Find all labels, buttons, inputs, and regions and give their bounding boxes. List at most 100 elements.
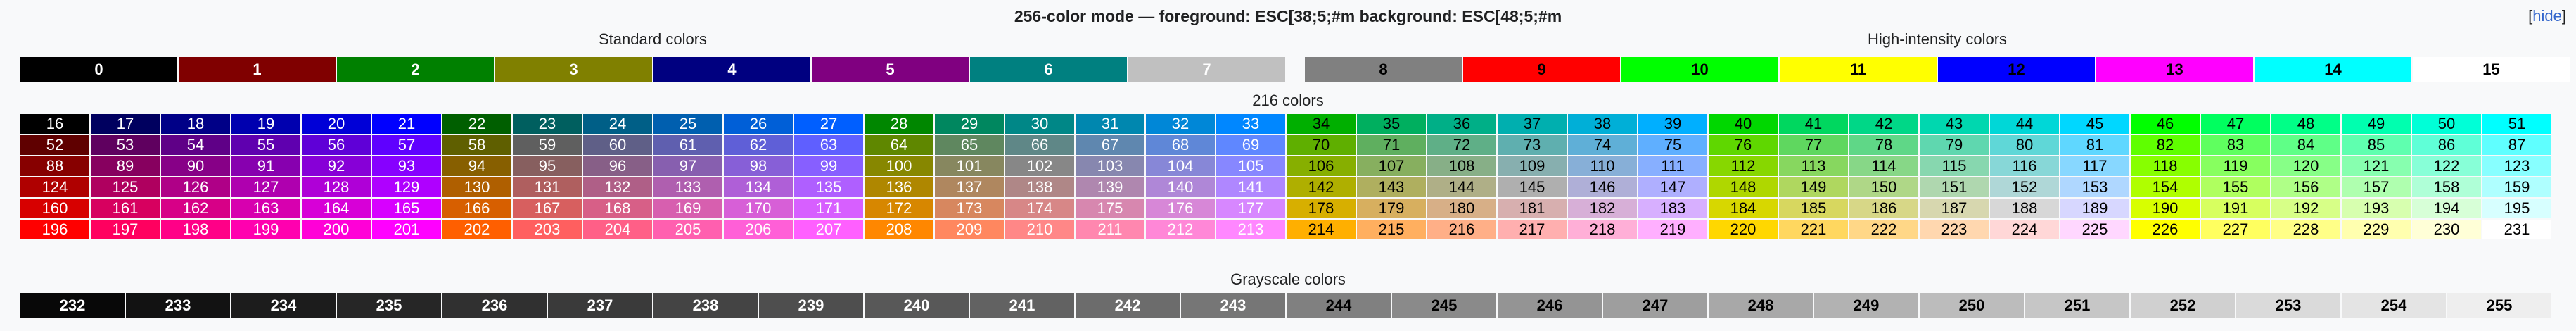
color-swatch-19: 19 — [231, 113, 301, 135]
grayscale-heading: Grayscale colors — [1230, 270, 1346, 288]
color-swatch-93: 93 — [371, 156, 442, 177]
color-swatch-179: 179 — [1356, 198, 1427, 219]
color-swatch-212: 212 — [1145, 219, 1216, 240]
color-swatch-82: 82 — [2130, 135, 2200, 156]
color-swatch-150: 150 — [1849, 177, 1919, 198]
high-intensity-heading: High-intensity colors — [1867, 30, 2008, 48]
color-swatch-110: 110 — [1567, 156, 1638, 177]
color-swatch-242: 242 — [1075, 292, 1180, 319]
color-swatch-28: 28 — [864, 113, 934, 135]
color-swatch-9: 9 — [1462, 56, 1621, 83]
color-swatch-206: 206 — [723, 219, 793, 240]
color-swatch-50: 50 — [2411, 113, 2482, 135]
color-swatch-135: 135 — [793, 177, 864, 198]
color-swatch-134: 134 — [723, 177, 793, 198]
color-swatch-127: 127 — [231, 177, 301, 198]
color-swatch-143: 143 — [1356, 177, 1427, 198]
color-swatch-167: 167 — [512, 198, 582, 219]
color-swatch-148: 148 — [1708, 177, 1778, 198]
color-swatch-172: 172 — [864, 198, 934, 219]
color-swatch-30: 30 — [1005, 113, 1075, 135]
page-title: 256-color mode — foreground: ESC[38;5;#m… — [1014, 7, 1562, 25]
color-swatch-8: 8 — [1304, 56, 1462, 83]
color-swatch-158: 158 — [2411, 177, 2482, 198]
color-swatch-64: 64 — [864, 135, 934, 156]
color-swatch-103: 103 — [1075, 156, 1145, 177]
color-swatch-180: 180 — [1427, 198, 1497, 219]
color-swatch-215: 215 — [1356, 219, 1427, 240]
color-swatch-237: 237 — [547, 292, 653, 319]
color-swatch-184: 184 — [1708, 198, 1778, 219]
color-swatch-223: 223 — [1919, 219, 1989, 240]
color-swatch-226: 226 — [2130, 219, 2200, 240]
color-swatch-49: 49 — [2341, 113, 2411, 135]
color-swatch-6: 6 — [969, 56, 1128, 83]
color-swatch-145: 145 — [1497, 177, 1567, 198]
color-swatch-182: 182 — [1567, 198, 1638, 219]
color-swatch-205: 205 — [653, 219, 723, 240]
color-swatch-122: 122 — [2411, 156, 2482, 177]
color-swatch-86: 86 — [2411, 135, 2482, 156]
color-swatch-70: 70 — [1286, 135, 1356, 156]
color-swatch-43: 43 — [1919, 113, 1989, 135]
color-swatch-7: 7 — [1128, 56, 1286, 83]
color-swatch-200: 200 — [301, 219, 371, 240]
color-swatch-98: 98 — [723, 156, 793, 177]
color-swatch-241: 241 — [969, 292, 1075, 319]
color-swatch-3: 3 — [495, 56, 653, 83]
color-swatch-234: 234 — [231, 292, 336, 319]
color-swatch-171: 171 — [793, 198, 864, 219]
color-swatch-123: 123 — [2482, 156, 2552, 177]
color-swatch-159: 159 — [2482, 177, 2552, 198]
color-swatch-84: 84 — [2271, 135, 2341, 156]
color-swatch-170: 170 — [723, 198, 793, 219]
color-swatch-218: 218 — [1567, 219, 1638, 240]
cube-row: 196 197 198 199 200 201 202 203 204 205 206 207 208 2… — [20, 219, 2552, 240]
color-swatch-137: 137 — [934, 177, 1005, 198]
color-swatch-23: 23 — [512, 113, 582, 135]
color-swatch-25: 25 — [653, 113, 723, 135]
hide-link[interactable]: hide — [2532, 7, 2562, 25]
color-swatch-21: 21 — [371, 113, 442, 135]
color-swatch-78: 78 — [1849, 135, 1919, 156]
color-swatch-250: 250 — [1919, 292, 2025, 319]
color-swatch-216: 216 — [1427, 219, 1497, 240]
color-swatch-100: 100 — [864, 156, 934, 177]
color-swatch-209: 209 — [934, 219, 1005, 240]
color-swatch-222: 222 — [1849, 219, 1919, 240]
color-swatch-14: 14 — [2254, 56, 2412, 83]
color-swatch-157: 157 — [2341, 177, 2411, 198]
color-swatch-196: 196 — [20, 219, 90, 240]
color-swatch-131: 131 — [512, 177, 582, 198]
color-swatch-207: 207 — [793, 219, 864, 240]
color-swatch-224: 224 — [1989, 219, 2060, 240]
color-swatch-138: 138 — [1005, 177, 1075, 198]
color-swatch-249: 249 — [1813, 292, 1919, 319]
color-swatch-199: 199 — [231, 219, 301, 240]
color-swatch-77: 77 — [1778, 135, 1849, 156]
color-swatch-168: 168 — [582, 198, 653, 219]
color-swatch-87: 87 — [2482, 135, 2552, 156]
color-swatch-114: 114 — [1849, 156, 1919, 177]
color-swatch-225: 225 — [2060, 219, 2130, 240]
color-swatch-59: 59 — [512, 135, 582, 156]
cube-row: 52 53 54 55 56 57 58 59 60 61 62 63 64 65 66 67 68 69 70 71… — [20, 135, 2552, 156]
color-swatch-20: 20 — [301, 113, 371, 135]
color-swatch-0: 0 — [20, 56, 178, 83]
color-swatch-213: 213 — [1216, 219, 1286, 240]
color-swatch-177: 177 — [1216, 198, 1286, 219]
color-swatch-175: 175 — [1075, 198, 1145, 219]
color-swatch-48: 48 — [2271, 113, 2341, 135]
color-swatch-120: 120 — [2271, 156, 2341, 177]
color-swatch-31: 31 — [1075, 113, 1145, 135]
color-swatch-183: 183 — [1638, 198, 1708, 219]
color-swatch-37: 37 — [1497, 113, 1567, 135]
color-swatch-151: 151 — [1919, 177, 1989, 198]
color-swatch-36: 36 — [1427, 113, 1497, 135]
hide-bracket-close: ] — [2561, 7, 2566, 25]
color-swatch-214: 214 — [1286, 219, 1356, 240]
color-swatch-113: 113 — [1778, 156, 1849, 177]
color-swatch-253: 253 — [2236, 292, 2341, 319]
color-swatch-251: 251 — [2025, 292, 2130, 319]
color-swatch-160: 160 — [20, 198, 90, 219]
